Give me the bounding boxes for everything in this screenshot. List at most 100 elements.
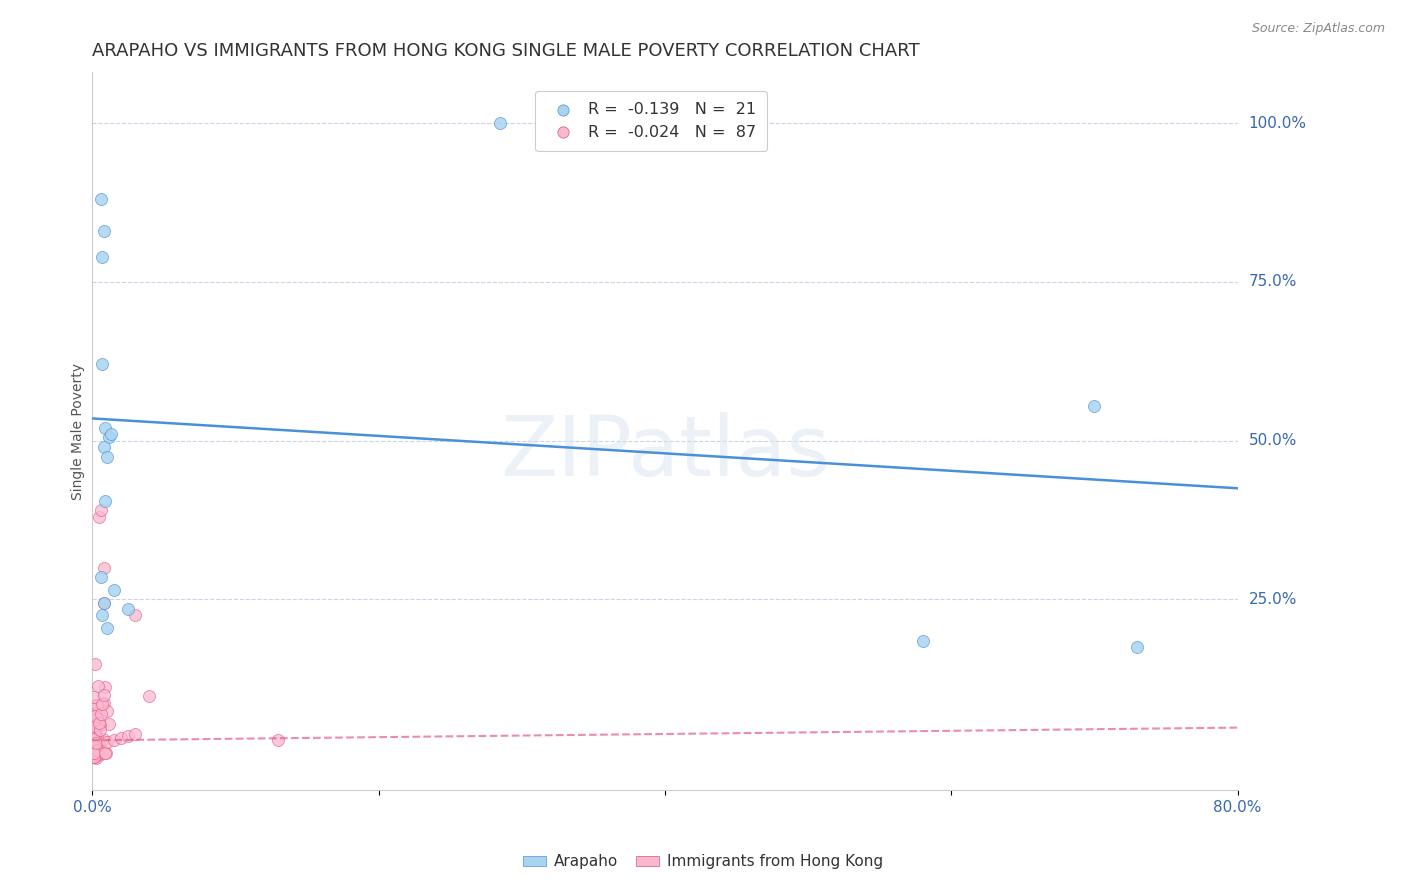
Point (93, 747, 115, 761)
Point (84, 747, 107, 762)
Point (91, 250, 114, 264)
Point (89, 509, 111, 524)
Point (91, 732, 114, 747)
Point (96, 735, 118, 749)
Point (83, 713, 105, 727)
Point (83, 711, 105, 725)
Point (90, 503, 112, 517)
Point (91, 743, 114, 757)
Point (86, 731, 108, 746)
Point (93, 440, 115, 454)
Point (83, 737, 105, 751)
Point (93, 224, 115, 238)
Point (87, 719, 110, 733)
Point (83, 750, 105, 764)
Point (93, 688, 115, 702)
Text: ARAPAHO VS IMMIGRANTS FROM HONG KONG SINGLE MALE POVERTY CORRELATION CHART: ARAPAHO VS IMMIGRANTS FROM HONG KONG SIN… (93, 42, 920, 60)
Point (96, 450, 118, 464)
Point (83, 731, 105, 746)
Point (489, 116, 512, 130)
Point (83, 735, 105, 749)
Point (83, 723, 105, 738)
Point (90, 706, 112, 721)
Point (87, 747, 110, 762)
Point (94, 421, 117, 435)
Text: ZIPatlas: ZIPatlas (501, 412, 830, 493)
Point (84, 698, 107, 713)
Point (86, 747, 108, 761)
Point (84, 751, 107, 765)
Point (91, 697, 114, 711)
Point (83, 735, 105, 749)
Point (84, 742, 107, 756)
Point (98, 430, 121, 444)
Point (91, 744, 114, 758)
Point (86, 743, 108, 757)
Point (83, 736, 105, 750)
Point (89, 716, 111, 731)
Point (83, 708, 105, 723)
Point (83, 745, 105, 759)
Point (83, 746, 105, 760)
Point (83, 706, 105, 721)
Point (83, 723, 105, 738)
Point (83, 749, 105, 764)
Point (83, 702, 105, 716)
Point (83, 713, 105, 727)
Point (84, 736, 107, 750)
Point (86, 698, 108, 712)
Point (87, 707, 110, 722)
Legend: Arapaho, Immigrants from Hong Kong: Arapaho, Immigrants from Hong Kong (517, 848, 889, 875)
Point (83, 727, 105, 741)
Text: Source: ZipAtlas.com: Source: ZipAtlas.com (1251, 22, 1385, 36)
Point (93, 560, 115, 574)
Point (86, 747, 108, 761)
Point (86, 679, 108, 693)
Point (94, 680, 117, 694)
Point (83, 750, 105, 764)
Point (86, 710, 108, 724)
Point (83, 734, 105, 748)
Point (100, 427, 122, 442)
Text: 25.0%: 25.0% (1249, 592, 1296, 607)
Point (83, 728, 105, 742)
Point (84, 710, 107, 724)
Point (86, 735, 108, 749)
Point (84, 737, 107, 751)
Point (84, 711, 107, 725)
Point (89, 738, 111, 752)
Point (89, 718, 111, 732)
Point (110, 731, 132, 745)
Point (83, 723, 105, 737)
Text: 100.0%: 100.0% (1249, 116, 1306, 131)
Point (93, 596, 115, 610)
Point (84, 739, 107, 754)
Point (267, 733, 290, 747)
Point (83, 690, 105, 705)
Point (575, 120, 598, 134)
Point (97, 716, 120, 731)
Point (1083, 399, 1105, 413)
Point (93, 696, 115, 710)
Point (84, 734, 107, 748)
Legend: R =  -0.139   N =  21, R =  -0.024   N =  87: R = -0.139 N = 21, R = -0.024 N = 87 (536, 91, 768, 151)
Point (83, 741, 105, 756)
Point (84, 657, 107, 672)
Point (83, 747, 105, 762)
Point (124, 608, 146, 623)
Point (87, 747, 110, 762)
Point (93, 596, 115, 610)
Point (83, 730, 105, 744)
Point (91, 608, 114, 623)
Y-axis label: Single Male Poverty: Single Male Poverty (72, 363, 86, 500)
Text: 75.0%: 75.0% (1249, 275, 1296, 289)
Text: 50.0%: 50.0% (1249, 434, 1296, 448)
Point (86, 747, 108, 761)
Point (94, 494, 117, 508)
Point (89, 723, 111, 738)
Point (90, 570, 112, 584)
Point (84, 709, 107, 723)
Point (83, 740, 105, 755)
Point (1126, 640, 1149, 654)
Point (90, 193, 112, 207)
